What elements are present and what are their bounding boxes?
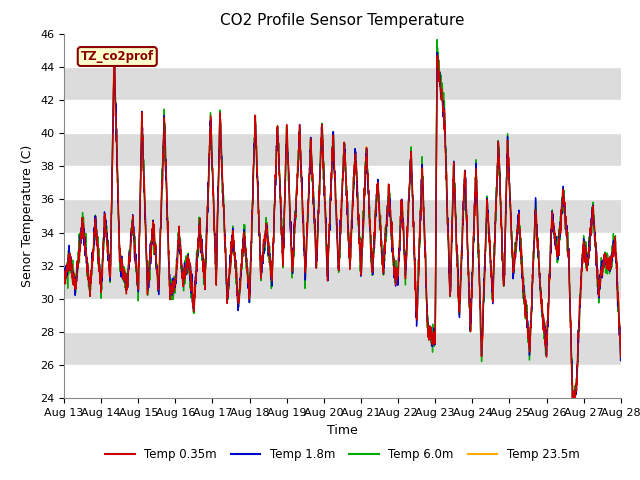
Y-axis label: Senor Temperature (C): Senor Temperature (C): [22, 145, 35, 287]
Legend: Temp 0.35m, Temp 1.8m, Temp 6.0m, Temp 23.5m: Temp 0.35m, Temp 1.8m, Temp 6.0m, Temp 2…: [100, 443, 584, 466]
Bar: [64, 365, 621, 398]
Title: CO2 Profile Sensor Temperature: CO2 Profile Sensor Temperature: [220, 13, 465, 28]
Bar: [64, 34, 621, 67]
Bar: [64, 233, 621, 266]
Bar: [64, 166, 621, 199]
Bar: [64, 299, 621, 332]
X-axis label: Time: Time: [327, 424, 358, 437]
Bar: [64, 100, 621, 133]
Text: TZ_co2prof: TZ_co2prof: [81, 50, 154, 63]
